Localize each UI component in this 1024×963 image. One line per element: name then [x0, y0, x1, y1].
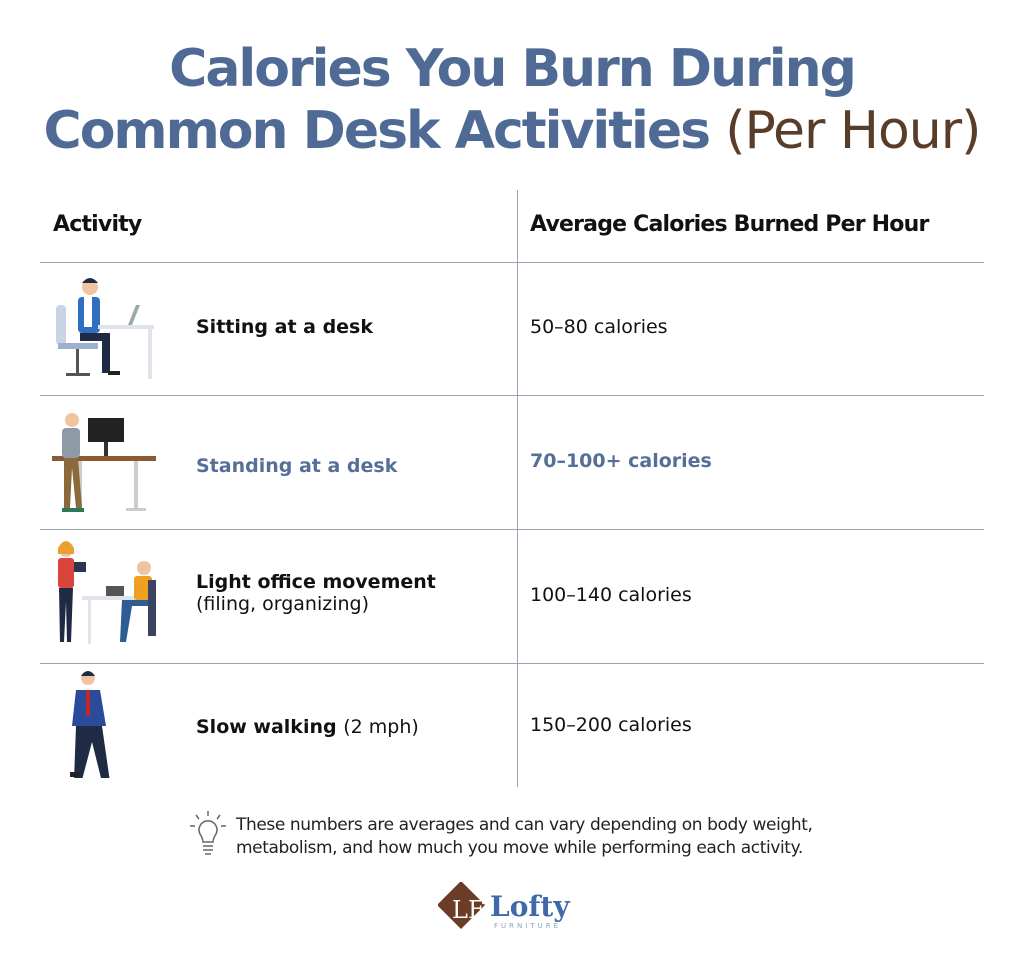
activity-label: Light office movement (filing, organizing… [196, 571, 436, 615]
title-main: Common Desk Activities [43, 101, 712, 161]
activity-label: Sitting at a desk [196, 316, 374, 338]
lightbulb-icon [190, 811, 226, 855]
page-title-line2: Common Desk Activities (Per Hour) [0, 100, 1024, 162]
footnote-line1: These numbers are averages and can vary … [236, 815, 813, 835]
activity-name: Light office movement [196, 571, 436, 593]
header-calories: Average Calories Burned Per Hour [530, 212, 929, 237]
row-divider [40, 663, 984, 664]
standing-desk-illustration [52, 413, 156, 512]
column-divider [517, 190, 518, 787]
sitting-person-illustration [56, 278, 154, 379]
calories-value: 150–200 calories [530, 714, 692, 736]
lofty-furniture-logo: LF Lofty FURNITURE [438, 882, 570, 930]
title-suffix: (Per Hour) [725, 101, 981, 161]
footnote: These numbers are averages and can vary … [236, 814, 813, 860]
activity-name: Slow walking [196, 716, 337, 738]
calories-value: 70–100+ calories [530, 450, 712, 472]
row-divider [40, 262, 984, 263]
activity-note: (filing, organizing) [196, 593, 370, 615]
row-divider [40, 529, 984, 530]
office-movement-illustration [58, 541, 156, 644]
calories-value: 100–140 calories [530, 584, 692, 606]
row-divider [40, 395, 984, 396]
calories-value: 50–80 calories [530, 316, 668, 338]
header-activity: Activity [53, 212, 142, 237]
logo-tagline: FURNITURE [494, 922, 561, 930]
page-title-line1: Calories You Burn During [169, 39, 857, 99]
logo-name: Lofty [490, 890, 570, 923]
footnote-line2: metabolism, and how much you move while … [236, 838, 803, 858]
svg-text:LF: LF [452, 896, 485, 924]
activity-label: Standing at a desk [196, 455, 398, 477]
walking-person-illustration [70, 671, 110, 778]
activity-note: (2 mph) [343, 716, 419, 738]
activity-label: Slow walking (2 mph) [196, 716, 419, 738]
